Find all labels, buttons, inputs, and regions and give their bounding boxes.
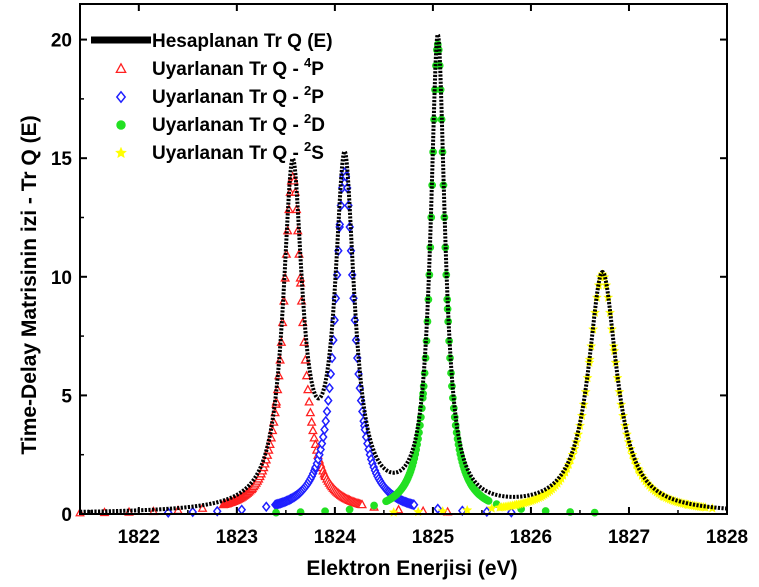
marker-triangle bbox=[306, 416, 317, 426]
marker-diamond bbox=[237, 504, 247, 516]
legend-label-2p: Uyarlanan Tr Q - 2P bbox=[152, 83, 324, 108]
marker-circle bbox=[484, 496, 493, 505]
legend-label-4p: Uyarlanan Tr Q - 4P bbox=[152, 55, 324, 80]
legend-marker-4p bbox=[115, 62, 127, 74]
marker-diamond bbox=[318, 431, 328, 443]
marker-diamond bbox=[316, 444, 326, 455]
x-tick-label: 1822 bbox=[118, 527, 160, 548]
marker-diamond bbox=[329, 334, 338, 346]
x-axis-title: Elektron Enerjisi (eV) bbox=[306, 557, 517, 580]
marker-circle bbox=[116, 120, 126, 130]
x-tick-label: 1825 bbox=[412, 527, 455, 548]
y-tick-label: 5 bbox=[61, 386, 72, 407]
marker-triangle bbox=[309, 432, 320, 442]
marker-diamond bbox=[358, 406, 367, 417]
y-tick-label: 15 bbox=[51, 149, 73, 170]
legend-label-hesaplanan: Hesaplanan Tr Q (E) bbox=[152, 31, 333, 52]
marker-triangle bbox=[115, 62, 127, 74]
x-tick-label: 1826 bbox=[510, 527, 552, 548]
marker-triangle bbox=[197, 502, 208, 512]
x-tick-label: 1823 bbox=[216, 527, 258, 548]
x-tick-label: 1827 bbox=[608, 527, 650, 548]
marker-diamond bbox=[323, 395, 333, 406]
marker-triangle bbox=[302, 384, 313, 394]
x-tick-label: 1824 bbox=[314, 527, 357, 548]
marker-triangle bbox=[305, 407, 316, 417]
marker-star bbox=[610, 357, 621, 367]
legend-label-2d: Uyarlanan Tr Q - 2D bbox=[152, 111, 325, 136]
marker-diamond bbox=[115, 90, 127, 104]
y-tick-label: 10 bbox=[51, 268, 72, 289]
x-tick-label: 1828 bbox=[706, 527, 748, 548]
series-hesaplanan-line bbox=[80, 29, 728, 514]
legend: Hesaplanan Tr Q (E) Uyarlanan Tr Q - 4P … bbox=[91, 31, 333, 164]
marker-star bbox=[462, 504, 473, 515]
legend-marker-2p bbox=[115, 90, 127, 104]
marker-diamond bbox=[261, 501, 271, 513]
plot-marks bbox=[75, 40, 718, 518]
marker-star bbox=[486, 503, 497, 513]
marker-star bbox=[114, 146, 128, 159]
marker-triangle bbox=[304, 396, 315, 406]
marker-star bbox=[589, 307, 601, 318]
marker-diamond bbox=[321, 415, 331, 427]
marker-circle bbox=[370, 501, 378, 510]
y-tick-label: 20 bbox=[51, 31, 72, 52]
marker-triangle bbox=[308, 425, 318, 435]
marker-diamond bbox=[326, 368, 336, 380]
marker-diamond bbox=[482, 506, 492, 518]
marker-star bbox=[580, 386, 591, 397]
marker-diamond bbox=[507, 506, 516, 518]
marker-circle bbox=[590, 508, 599, 517]
computed-line-layer bbox=[80, 29, 728, 514]
legend-label-2s: Uyarlanan Tr Q - 2S bbox=[152, 139, 324, 164]
marker-triangle bbox=[357, 499, 368, 509]
series-2s bbox=[388, 269, 718, 517]
marker-circle bbox=[272, 508, 280, 517]
marker-star bbox=[573, 429, 584, 439]
marker-diamond bbox=[322, 406, 332, 417]
legend-marker-2d bbox=[116, 120, 126, 130]
marker-diamond bbox=[327, 352, 337, 364]
axes: 1822 1823 1824 1825 1826 1827 1828 0 5 10 15 20 bbox=[51, 4, 748, 548]
y-axis-title: Time-Delay Matrisinin izi - Tr Q (E) bbox=[18, 115, 41, 454]
marker-diamond bbox=[325, 382, 334, 394]
legend-marker-2s bbox=[114, 146, 128, 159]
marker-circle bbox=[345, 505, 354, 514]
plot-frame bbox=[79, 3, 728, 515]
y-tick-label: 0 bbox=[61, 505, 72, 526]
marker-diamond bbox=[212, 505, 222, 517]
marker-diamond bbox=[320, 424, 329, 435]
marker-star bbox=[621, 429, 632, 439]
marker-diamond bbox=[409, 499, 419, 511]
